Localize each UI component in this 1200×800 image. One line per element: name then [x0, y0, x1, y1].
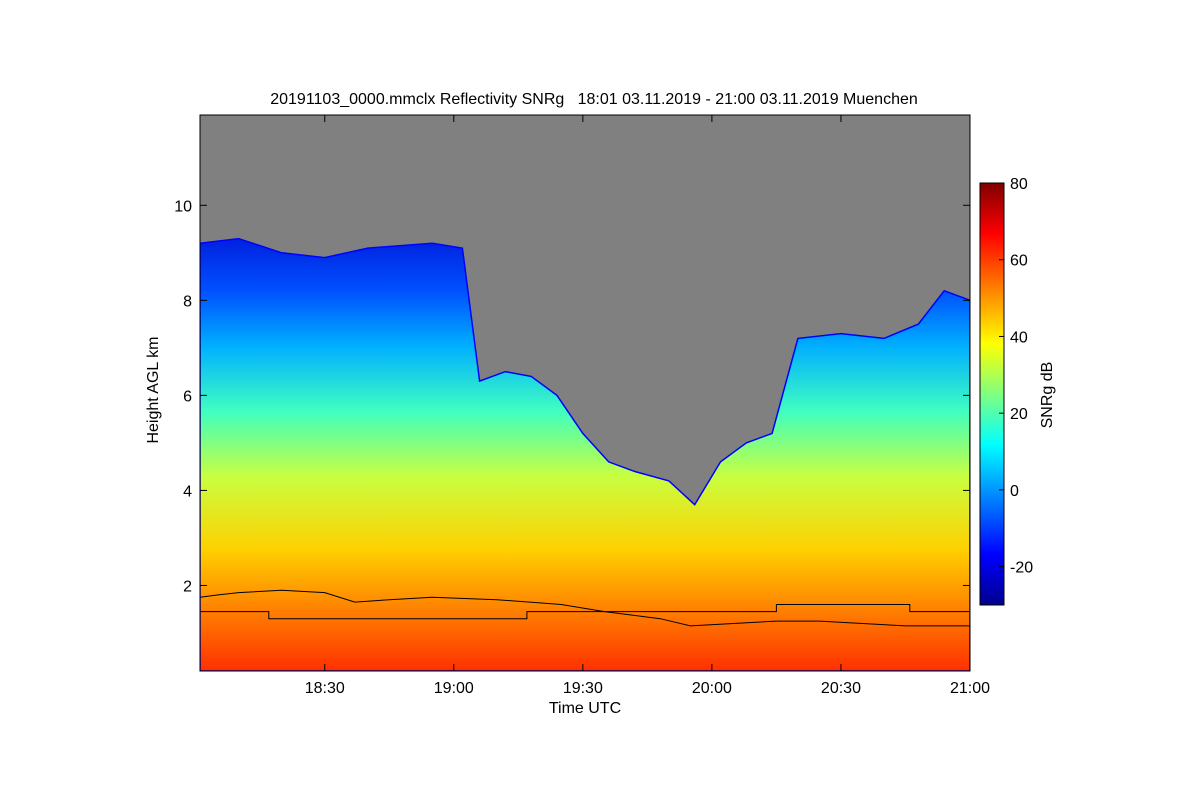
colorbar-tick-label: 40	[1010, 329, 1028, 346]
x-tick-label: 20:00	[692, 680, 732, 697]
colorbar-label: SNRg dB	[1039, 362, 1056, 429]
y-axis-label: Height AGL km	[145, 336, 162, 443]
colorbar-scale	[979, 182, 1005, 606]
chart-title: 20191103_0000.mmclx Reflectivity SNRg 18…	[270, 91, 918, 108]
y-tick-label: 2	[183, 578, 192, 595]
x-tick-label: 19:00	[434, 680, 474, 697]
x-axis: 18:30 19:00 19:30 20:00 20:30 21:00	[305, 115, 990, 697]
x-tick-label: 21:00	[950, 680, 990, 697]
x-tick-label: 19:30	[563, 680, 603, 697]
colorbar-tick-label: 60	[1010, 253, 1028, 270]
echo-area	[200, 237, 970, 671]
colorbar: -20 0 20 40 60 80 SNRg dB	[979, 176, 1056, 606]
colorbar-tick-label: 80	[1010, 176, 1028, 193]
colorbar-ticks: -20 0 20 40 60 80	[999, 176, 1033, 577]
colorbar-tick-label: 20	[1010, 406, 1028, 423]
colorbar-tick-label: 0	[1010, 483, 1019, 500]
colorbar-tick-label: -20	[1010, 560, 1033, 577]
x-axis-label: Time UTC	[549, 700, 621, 717]
y-tick-label: 10	[174, 198, 192, 215]
boundary-layer-line	[200, 589, 970, 627]
y-tick-label: 4	[183, 483, 192, 500]
x-tick-label: 20:30	[821, 680, 861, 697]
y-axis: 2 4 6 8 10	[174, 198, 970, 595]
y-tick-label: 6	[183, 388, 192, 405]
step-line	[200, 604, 970, 620]
x-tick-label: 18:30	[305, 680, 345, 697]
plot-frame	[199, 114, 971, 672]
plot-area	[200, 115, 970, 671]
y-tick-label: 8	[183, 293, 192, 310]
